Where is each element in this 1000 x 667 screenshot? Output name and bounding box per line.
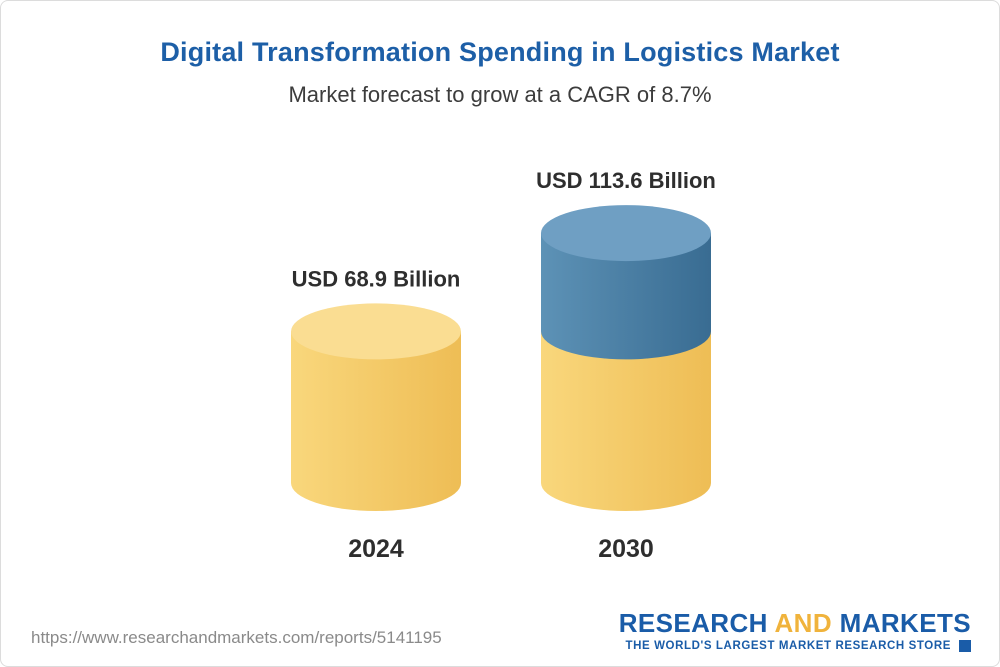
bar-2030-baseline-segment	[541, 331, 711, 511]
chart-title: Digital Transformation Spending in Logis…	[160, 37, 840, 67]
bar-2030-growth-segment	[541, 233, 711, 360]
chart-header: Digital Transformation Spending in Logis…	[1, 37, 999, 108]
footer: https://www.researchandmarkets.com/repor…	[31, 607, 971, 652]
category-label: 2030	[598, 535, 654, 563]
chart-subtitle: Market forecast to grow at a CAGR of 8.7…	[288, 82, 712, 107]
logo-square-icon	[959, 640, 971, 652]
logo-tagline-row: THE WORLD'S LARGEST MARKET RESEARCH STOR…	[619, 640, 971, 652]
bars-layer: USD 68.9 Billion 2024 USD 113.6 Billion 203…	[291, 168, 716, 563]
logo-word-research: RESEARCH	[618, 607, 768, 638]
logo-wordmark: RESEARCH AND MARKETS	[618, 607, 971, 638]
logo-word-markets: MARKETS	[839, 607, 971, 638]
bar-2030-top	[541, 205, 711, 262]
value-label: USD 68.9 Billion	[292, 266, 461, 291]
value-label: USD 113.6 Billion	[536, 168, 716, 193]
bar-2024-body	[291, 331, 461, 511]
logo-word-and: AND	[774, 607, 833, 638]
category-label: 2024	[348, 535, 404, 563]
logo-tagline: THE WORLD'S LARGEST MARKET RESEARCH STOR…	[625, 640, 951, 652]
bar-2024-top	[291, 303, 461, 360]
report-url: https://www.researchandmarkets.com/repor…	[31, 628, 442, 647]
researchandmarkets-logo: RESEARCH AND MARKETS THE WORLD'S LARGEST…	[618, 607, 971, 652]
